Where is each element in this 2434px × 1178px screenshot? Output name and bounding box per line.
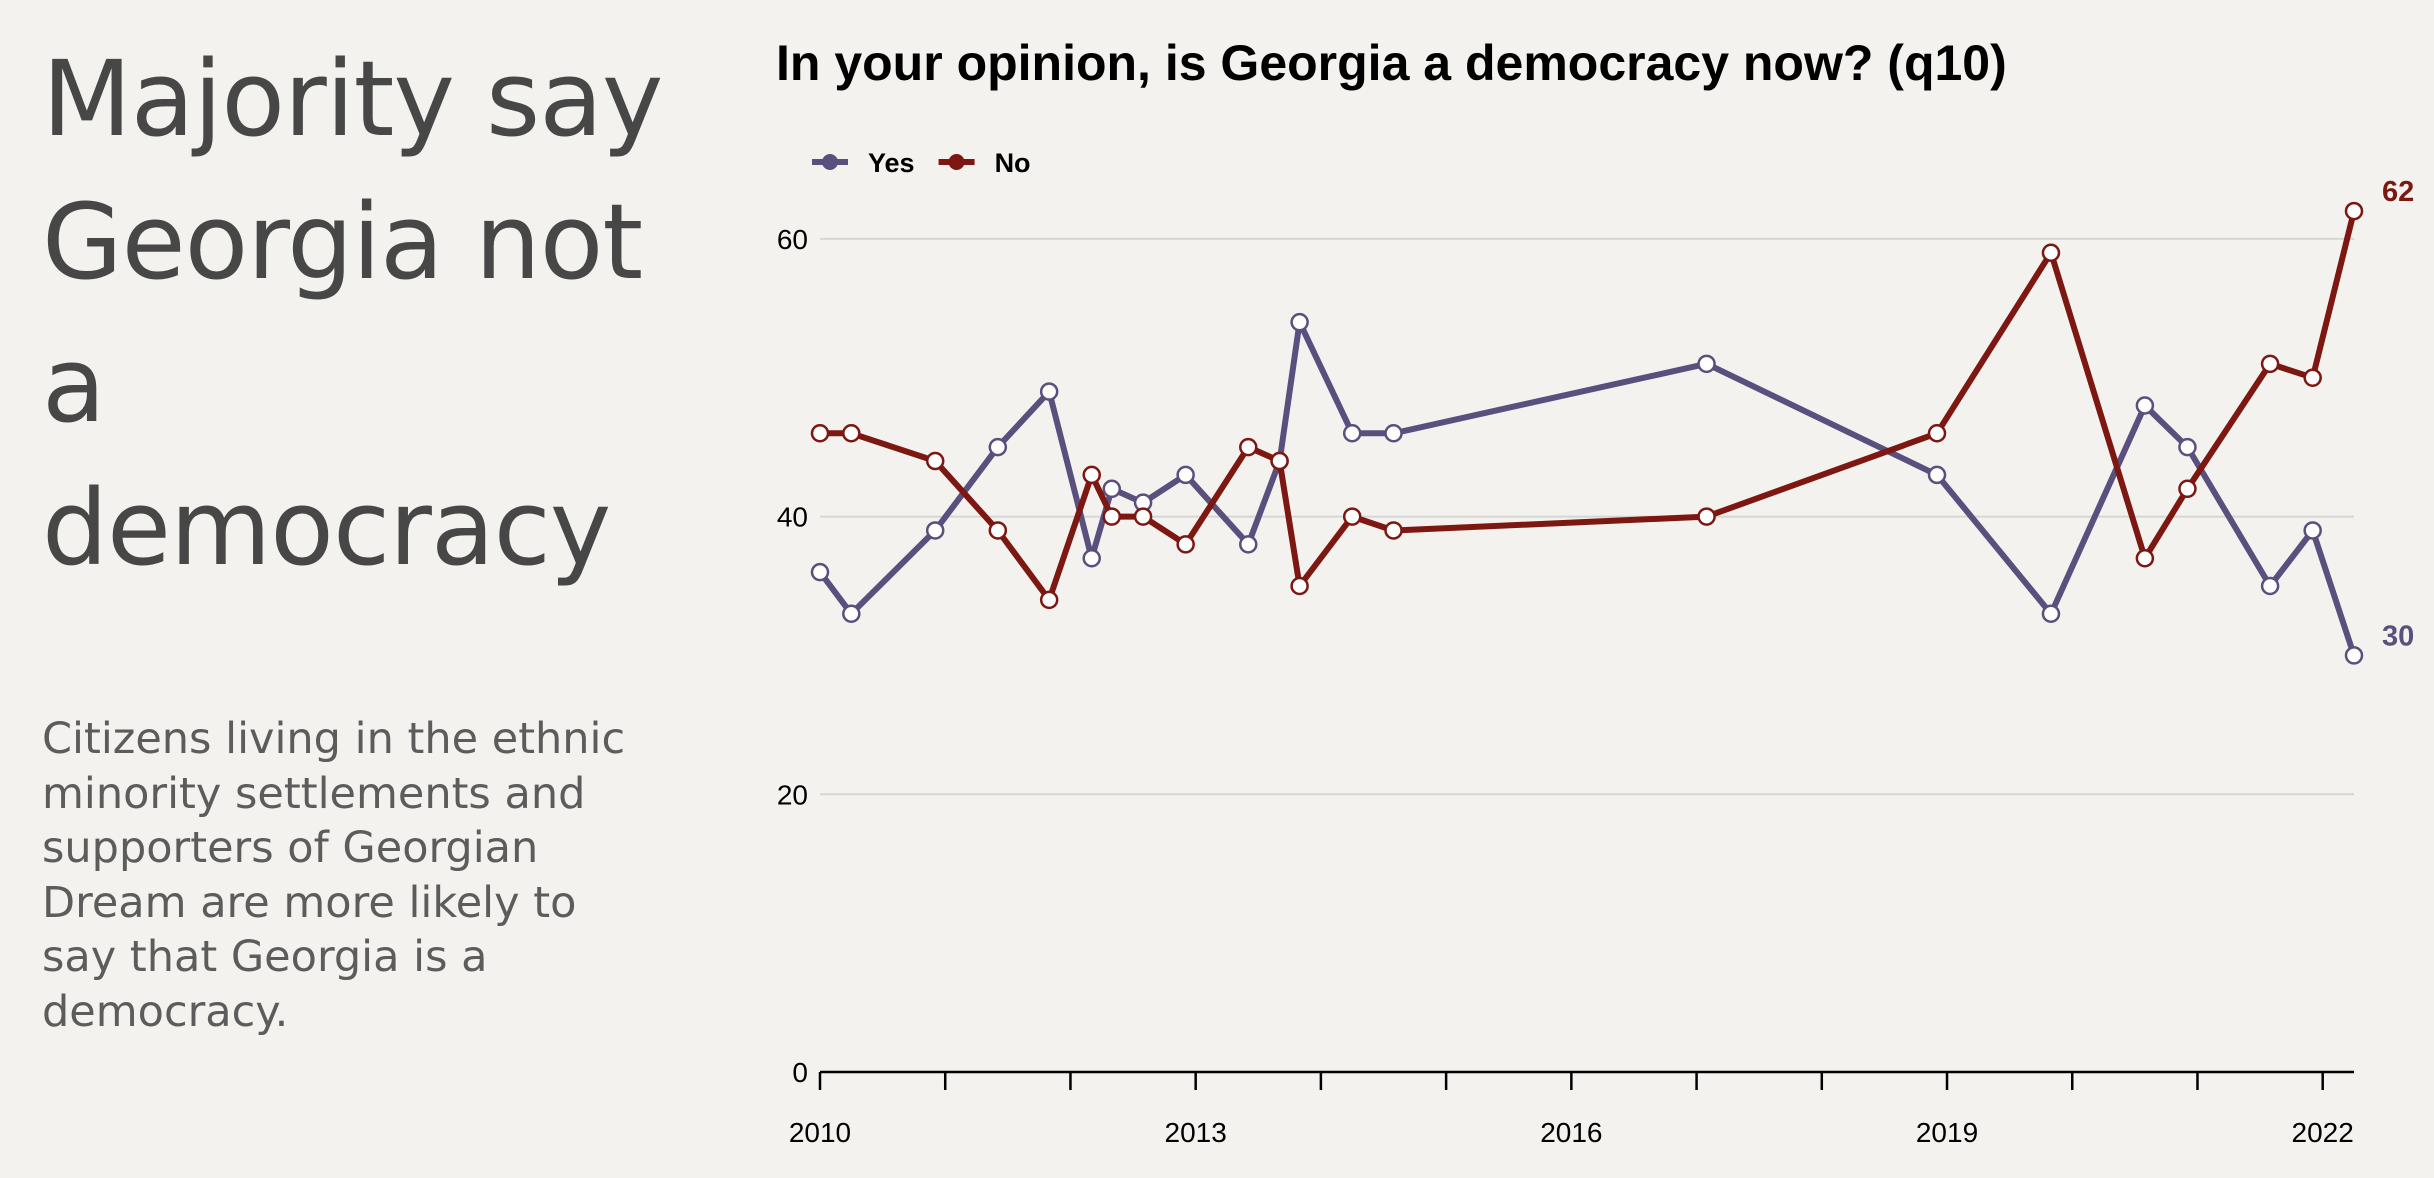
data-point-yes — [2344, 646, 2364, 665]
data-point-yes — [810, 562, 830, 582]
data-point-no — [1239, 437, 1258, 457]
data-point-yes — [2178, 437, 2197, 457]
data-point-no — [2344, 201, 2364, 221]
data-point-no — [1384, 521, 1403, 540]
data-point-no — [1133, 507, 1153, 526]
data-point-yes — [1927, 465, 1947, 485]
data-point-no — [2041, 243, 2061, 262]
data-point-no — [925, 451, 945, 471]
data-point-no — [842, 424, 861, 443]
data-point-yes — [1384, 424, 1403, 443]
data-point-no — [2303, 368, 2322, 387]
data-point-yes — [2303, 521, 2322, 540]
data-point-no — [1039, 590, 1059, 610]
end-label-yes: 30 — [2382, 620, 2414, 652]
data-point-no — [1176, 535, 1195, 554]
data-point-yes — [2135, 396, 2155, 415]
x-tick-label: 2010 — [789, 1117, 851, 1148]
data-point-no — [1697, 507, 1716, 526]
data-point-no — [2260, 354, 2280, 374]
data-point-no — [1290, 576, 1309, 596]
legend: Yes No — [812, 148, 1031, 178]
legend-marker-no — [948, 154, 965, 170]
data-point-no — [2135, 548, 2155, 568]
x-tick-label: 2016 — [1540, 1117, 1602, 1148]
data-point-no — [1342, 507, 1362, 526]
series-line-yes — [817, 319, 2357, 659]
data-point-yes — [842, 604, 861, 624]
x-axis: 2010 2013 2016 2019 2022 — [789, 1070, 2354, 1148]
data-point-yes — [925, 521, 945, 540]
data-point-yes — [1102, 479, 1122, 499]
data-point-yes — [1239, 535, 1258, 554]
legend-label-no: No — [995, 148, 1031, 178]
legend-label-yes: Yes — [868, 148, 915, 178]
data-point-yes — [1082, 548, 1101, 568]
x-tick-label: 2022 — [2292, 1117, 2354, 1148]
data-point-yes — [1176, 465, 1195, 485]
gridlines: 0 20 40 60 — [777, 224, 2354, 1088]
data-point-no — [1927, 424, 1947, 443]
data-point-yes — [988, 437, 1008, 457]
data-point-yes — [2260, 576, 2280, 596]
x-tick-label: 2019 — [1916, 1117, 1978, 1148]
data-point-no — [1102, 507, 1122, 526]
data-point-yes — [1290, 312, 1309, 332]
legend-marker-yes — [822, 154, 838, 170]
x-tick-label: 2013 — [1165, 1117, 1227, 1148]
series-line-no — [817, 208, 2357, 603]
data-point-yes — [1697, 354, 1716, 374]
y-tick-label: 0 — [792, 1057, 808, 1088]
data-point-no — [1082, 465, 1101, 485]
y-tick-label: 20 — [777, 779, 808, 810]
page-description: Citizens living in the ethnic minority s… — [42, 714, 626, 1037]
y-tick-label: 60 — [777, 224, 808, 255]
chart-title: In your opinion, is Georgia a democracy … — [776, 35, 2007, 91]
y-tick-label: 40 — [777, 502, 808, 533]
data-point-no — [2178, 479, 2197, 499]
data-point-no — [988, 521, 1008, 540]
data-point-no — [1270, 451, 1289, 471]
data-point-yes — [2041, 604, 2061, 624]
end-label-no: 62 — [2382, 176, 2414, 208]
data-point-no — [810, 424, 830, 443]
data-point-yes — [1039, 382, 1059, 401]
series-lines: 30 62 — [810, 176, 2414, 665]
data-point-yes — [1342, 424, 1362, 443]
page-headline: Majority say Georgia not a democracy — [42, 38, 663, 589]
